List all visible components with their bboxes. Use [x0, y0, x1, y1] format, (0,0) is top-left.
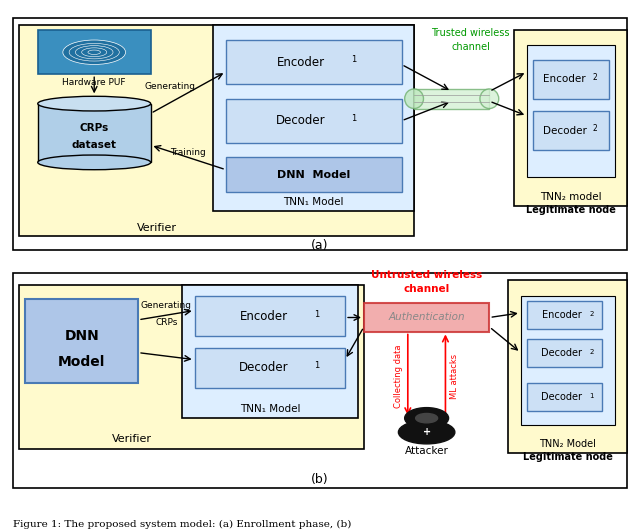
Text: Training: Training — [170, 148, 206, 157]
Bar — [226, 40, 401, 84]
Text: 1: 1 — [351, 114, 356, 123]
Text: Collecting data: Collecting data — [394, 344, 403, 408]
Text: (b): (b) — [311, 472, 329, 486]
Ellipse shape — [63, 40, 125, 64]
Text: Attacker: Attacker — [404, 446, 449, 456]
Text: dataset: dataset — [72, 140, 116, 150]
Text: TNN₁ Model: TNN₁ Model — [284, 196, 344, 206]
Text: Trusted wireless: Trusted wireless — [431, 28, 510, 38]
Ellipse shape — [480, 89, 499, 109]
Text: Legitimate node: Legitimate node — [523, 452, 612, 462]
Text: 1: 1 — [351, 55, 356, 64]
Ellipse shape — [415, 413, 438, 423]
Text: Encoder: Encoder — [541, 310, 581, 320]
Bar — [533, 60, 609, 99]
Text: Hardware PUF: Hardware PUF — [63, 78, 126, 87]
Bar — [195, 348, 345, 388]
Text: ML attacks: ML attacks — [451, 353, 460, 398]
Bar — [527, 301, 602, 329]
Text: Model: Model — [58, 355, 106, 369]
Text: 1: 1 — [589, 394, 594, 400]
Bar — [226, 157, 401, 192]
Text: Decoder: Decoder — [543, 126, 586, 136]
Bar — [364, 303, 490, 331]
Text: channel: channel — [403, 285, 450, 294]
Text: TNN₂ Model: TNN₂ Model — [540, 439, 596, 449]
Text: channel: channel — [451, 43, 490, 52]
Bar — [414, 89, 490, 109]
Bar — [213, 26, 414, 211]
Text: (a): (a) — [311, 239, 329, 252]
Text: 2: 2 — [589, 349, 594, 355]
Text: 1: 1 — [314, 361, 319, 370]
Bar — [19, 285, 364, 448]
Ellipse shape — [404, 89, 424, 109]
Bar — [38, 104, 150, 162]
Bar — [533, 111, 609, 150]
Ellipse shape — [398, 420, 455, 444]
Text: Generating: Generating — [145, 82, 195, 91]
Bar — [25, 299, 138, 383]
Text: +: + — [422, 427, 431, 437]
Bar — [521, 296, 615, 425]
Text: Authentication: Authentication — [388, 312, 465, 322]
Bar — [195, 296, 345, 336]
Text: Legitimate node: Legitimate node — [526, 205, 616, 215]
Text: Verifier: Verifier — [112, 434, 152, 444]
Text: DNN: DNN — [64, 329, 99, 343]
Bar — [527, 45, 615, 177]
Text: Untrusted wireless: Untrusted wireless — [371, 270, 483, 280]
Text: Decoder: Decoder — [541, 392, 582, 402]
Bar — [226, 99, 401, 143]
Text: TNN₂ model: TNN₂ model — [540, 192, 602, 202]
Text: Verifier: Verifier — [137, 223, 177, 234]
Text: Encoder: Encoder — [277, 55, 325, 69]
Bar — [515, 30, 627, 206]
Text: DNN  Model: DNN Model — [277, 170, 350, 180]
Bar — [182, 285, 358, 418]
Text: Encoder: Encoder — [543, 74, 586, 84]
Bar — [38, 30, 150, 74]
Text: Decoder: Decoder — [239, 361, 289, 375]
Text: Figure 1: The proposed system model: (a) Enrollment phase, (b): Figure 1: The proposed system model: (a)… — [13, 520, 351, 529]
Ellipse shape — [38, 96, 150, 111]
Text: Encoder: Encoder — [239, 310, 287, 323]
Text: 1: 1 — [314, 310, 319, 319]
Text: Generating: Generating — [141, 301, 192, 310]
Bar — [19, 26, 414, 236]
Text: 2: 2 — [589, 312, 594, 318]
Text: Decoder: Decoder — [541, 347, 582, 358]
Bar — [527, 338, 602, 367]
Text: TNN₁ Model: TNN₁ Model — [239, 404, 300, 414]
Text: Decoder: Decoder — [276, 114, 326, 127]
Ellipse shape — [404, 408, 449, 429]
Text: CRPs: CRPs — [79, 123, 109, 133]
Bar — [508, 280, 627, 453]
Text: 2: 2 — [593, 72, 598, 81]
Text: 2: 2 — [593, 124, 598, 133]
Ellipse shape — [38, 155, 150, 170]
Text: CRPs: CRPs — [155, 318, 177, 327]
Bar — [527, 383, 602, 411]
